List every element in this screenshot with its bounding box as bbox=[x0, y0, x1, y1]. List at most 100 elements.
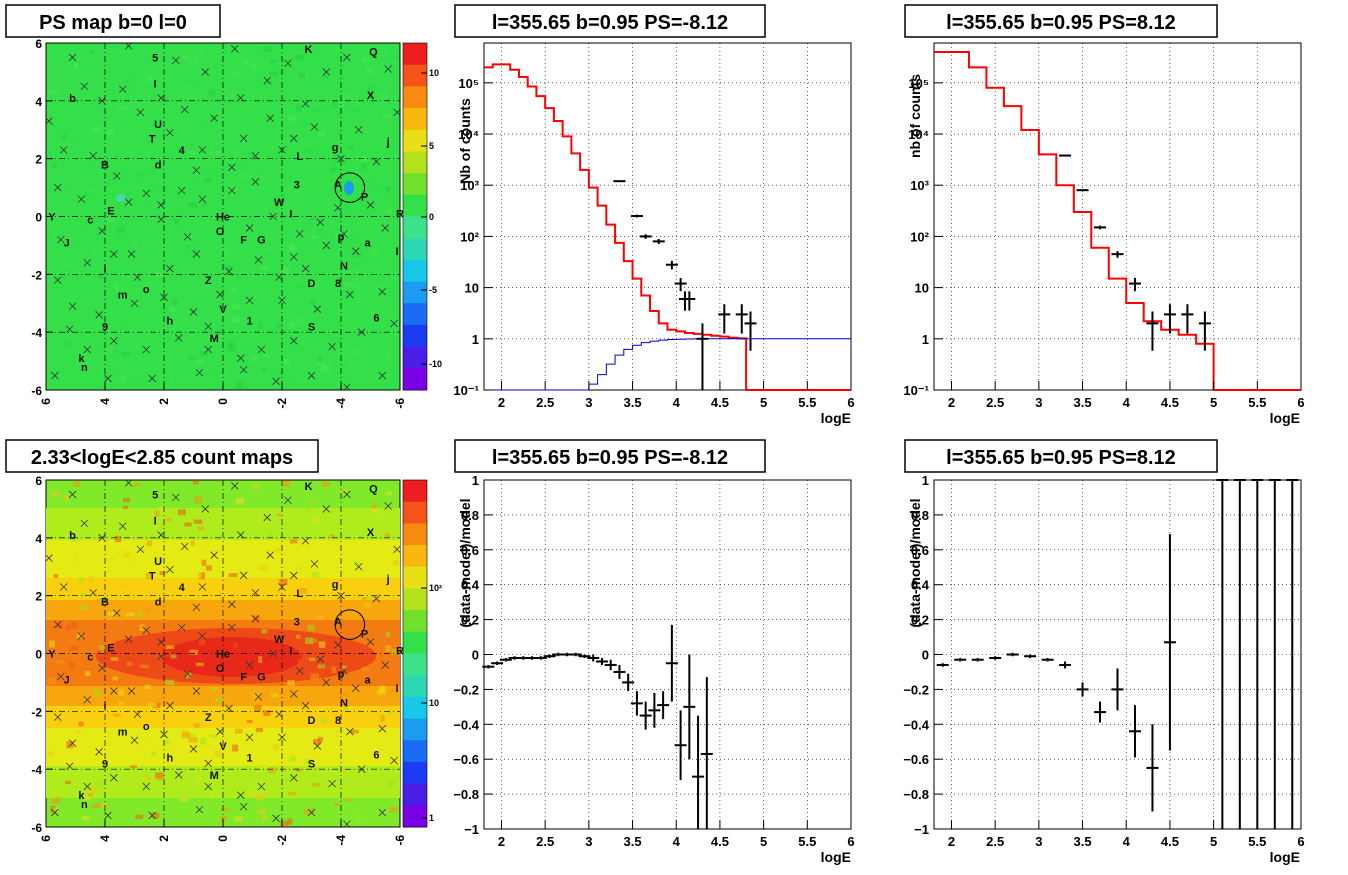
map-texture-cell bbox=[339, 489, 347, 493]
cross-stroke bbox=[204, 782, 213, 791]
source-cross-marker bbox=[204, 322, 213, 331]
map-texture-cell bbox=[299, 588, 307, 594]
source-label: g bbox=[332, 142, 339, 154]
source-cross-marker bbox=[98, 227, 106, 235]
map-texture-cell bbox=[317, 664, 326, 669]
cross-stroke bbox=[322, 241, 331, 250]
source-cross-marker bbox=[124, 479, 133, 487]
map-texture-cell bbox=[238, 162, 246, 169]
map-texture-cell bbox=[367, 86, 373, 94]
cross-stroke bbox=[124, 42, 133, 50]
residual-point bbox=[1163, 534, 1176, 751]
source-label: 8 bbox=[335, 715, 341, 727]
y-tick-label: 0.8 bbox=[911, 508, 929, 523]
source-cross-marker bbox=[166, 128, 174, 137]
y-tick-label: 10³ bbox=[460, 178, 479, 193]
map-texture-cell bbox=[72, 243, 80, 247]
map-texture-cell bbox=[159, 588, 169, 592]
map-texture-cell bbox=[61, 134, 68, 140]
map-texture-cell bbox=[223, 264, 232, 270]
cross-stroke bbox=[68, 490, 77, 499]
map-texture-cell bbox=[206, 565, 213, 571]
cross-stroke bbox=[251, 178, 260, 186]
cross-stroke bbox=[372, 594, 381, 603]
cross-stroke bbox=[322, 68, 331, 76]
source-label: 3 bbox=[294, 180, 300, 192]
map-texture-cell bbox=[76, 634, 83, 639]
map-y-tick-label: 0 bbox=[35, 211, 42, 225]
residual-point bbox=[1024, 654, 1037, 658]
source-cross-marker bbox=[239, 571, 248, 580]
source-cross-marker bbox=[204, 759, 213, 768]
source-label: J bbox=[64, 675, 70, 687]
source-cross-marker bbox=[204, 345, 213, 354]
map-texture-cell bbox=[371, 248, 379, 254]
map-texture-cell bbox=[317, 131, 326, 137]
map-y-tick-label: 2 bbox=[35, 153, 42, 167]
source-label: I bbox=[154, 515, 157, 527]
residual-point bbox=[604, 659, 617, 671]
map-texture-cell bbox=[317, 615, 323, 619]
map-texture-cell bbox=[255, 728, 264, 732]
map-texture-cell bbox=[193, 519, 203, 524]
source-label: 5 bbox=[152, 489, 158, 501]
cross-stroke bbox=[343, 383, 351, 391]
residual-point bbox=[692, 715, 705, 829]
map-x-tick-label: -2 bbox=[275, 835, 289, 846]
data-point bbox=[613, 180, 626, 183]
map-texture-cell bbox=[371, 185, 380, 190]
map-texture-cell bbox=[113, 43, 119, 48]
cross-stroke bbox=[98, 227, 106, 235]
cross-stroke bbox=[77, 632, 86, 640]
source-cross-marker bbox=[251, 588, 260, 597]
map-texture-cell bbox=[209, 734, 217, 738]
map-texture-cell bbox=[275, 547, 281, 553]
source-cross-marker bbox=[59, 146, 68, 154]
map-texture-cell bbox=[295, 563, 303, 571]
source-label: i bbox=[103, 701, 106, 713]
source-cross-marker bbox=[110, 774, 118, 782]
map-texture-cell bbox=[371, 177, 377, 183]
cross-stroke bbox=[54, 183, 62, 192]
map-texture-cell bbox=[78, 258, 86, 266]
map-texture-cell bbox=[49, 640, 55, 648]
source-cross-marker bbox=[301, 99, 310, 108]
map-texture-cell bbox=[82, 289, 88, 294]
map-texture-cell bbox=[122, 505, 129, 510]
map-texture-cell bbox=[144, 140, 152, 146]
spectrum-2-plot bbox=[933, 42, 1302, 391]
map-texture-cell bbox=[229, 91, 237, 98]
cross-stroke bbox=[166, 128, 174, 137]
map-texture-cell bbox=[305, 221, 313, 226]
source-label: K bbox=[305, 44, 313, 56]
source-cross-marker bbox=[378, 808, 387, 817]
y-tick-label: 0.6 bbox=[461, 543, 479, 558]
map-texture-cell bbox=[333, 802, 340, 807]
source-label: b bbox=[69, 530, 76, 542]
map-texture-cell bbox=[137, 745, 144, 750]
colorbar-cell bbox=[403, 653, 427, 676]
map-texture-cell bbox=[52, 807, 59, 812]
source-cross-marker bbox=[393, 545, 401, 554]
y-tick-label: −0.6 bbox=[453, 752, 479, 767]
x-tick-label: 5.5 bbox=[798, 834, 816, 849]
map-texture-cell bbox=[192, 480, 199, 485]
source-cross-marker bbox=[245, 296, 254, 305]
x-tick-label: 6 bbox=[847, 834, 854, 849]
map-texture-cell bbox=[341, 251, 348, 259]
map-texture-cell bbox=[384, 353, 391, 361]
map-texture-cell bbox=[99, 648, 106, 655]
map-texture-cell bbox=[387, 780, 395, 788]
map-texture-cell bbox=[366, 67, 373, 74]
source-cross-marker bbox=[216, 290, 224, 299]
map-texture-cell bbox=[187, 244, 195, 251]
map-texture-cell bbox=[198, 526, 204, 531]
source-cross-marker bbox=[198, 583, 207, 591]
source-cross-marker bbox=[83, 345, 92, 354]
map-texture-cell bbox=[379, 92, 389, 99]
cross-stroke bbox=[366, 638, 375, 646]
source-cross-marker bbox=[68, 302, 77, 310]
source-cross-marker bbox=[51, 808, 59, 817]
map-texture-cell bbox=[308, 657, 316, 662]
y-tick-label: 10⁵ bbox=[908, 76, 929, 91]
